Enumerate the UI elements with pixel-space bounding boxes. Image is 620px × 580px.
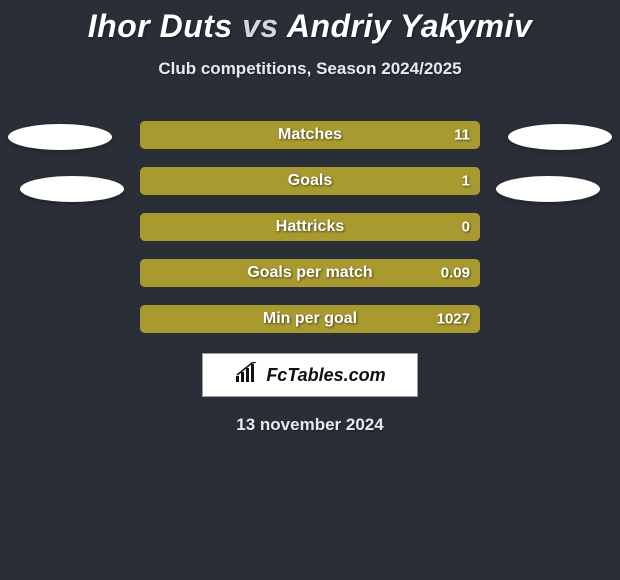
fctables-logo-icon [234, 362, 260, 389]
subtitle: Club competitions, Season 2024/2025 [0, 59, 620, 79]
stat-row-goals-per-match: Goals per match 0.09 [140, 259, 480, 287]
player1-name: Ihor Duts [88, 8, 233, 44]
stat-value: 1 [462, 173, 470, 190]
page-title: Ihor Duts vs Andriy Yakymiv [0, 8, 620, 45]
brand-link[interactable]: FcTables.com [202, 353, 418, 397]
stat-label: Matches [278, 126, 342, 144]
stat-row-goals: Goals 1 [140, 167, 480, 195]
stat-value: 0 [462, 219, 470, 236]
vs-separator: vs [242, 8, 279, 44]
stat-value: 1027 [437, 311, 470, 328]
date-label: 13 november 2024 [0, 415, 620, 435]
stat-row-matches: Matches 11 [140, 121, 480, 149]
stat-label: Min per goal [263, 310, 357, 328]
stat-label: Goals [288, 172, 332, 190]
stat-label: Hattricks [276, 218, 344, 236]
stat-value: 0.09 [441, 265, 470, 282]
comparison-card: Ihor Duts vs Andriy Yakymiv Club competi… [0, 0, 620, 435]
stat-row-hattricks: Hattricks 0 [140, 213, 480, 241]
stat-label: Goals per match [247, 264, 372, 282]
stat-row-min-per-goal: Min per goal 1027 [140, 305, 480, 333]
player2-name: Andriy Yakymiv [287, 8, 532, 44]
stats-list: Matches 11 Goals 1 Hattricks 0 Goals per… [0, 121, 620, 333]
brand-text: FcTables.com [266, 365, 385, 386]
stat-value: 11 [454, 127, 470, 144]
